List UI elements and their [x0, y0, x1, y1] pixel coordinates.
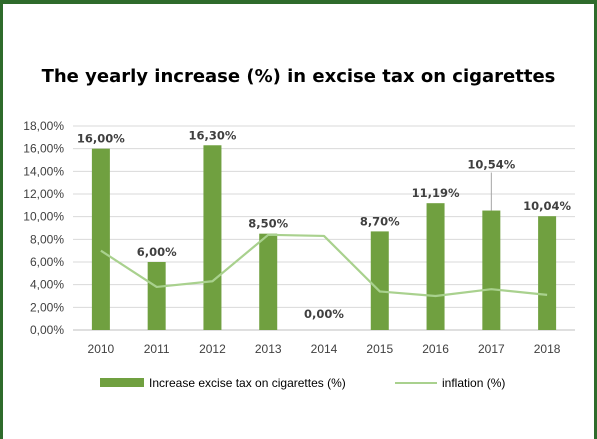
bar-2017 — [482, 210, 501, 330]
data-label-2016: 11,19% — [412, 186, 460, 200]
y-tick-label-5: 10,00% — [23, 210, 64, 224]
inflation-line — [100, 233, 548, 298]
x-tick-label-2017: 2017 — [478, 342, 505, 356]
bar-2010 — [91, 148, 110, 330]
y-tick-label-4: 8,00% — [30, 232, 64, 246]
data-label-2017: 10,54% — [467, 158, 515, 172]
bar-2013 — [259, 233, 278, 330]
legend-swatch-bars — [100, 378, 144, 387]
legend-label-line: inflation (%) — [442, 376, 505, 390]
data-label-2012: 16,30% — [188, 128, 236, 142]
x-tick-label-2013: 2013 — [255, 342, 282, 356]
data-label-2018: 10,04% — [523, 199, 571, 213]
bar-2018 — [538, 216, 557, 330]
y-tick-label-2: 4,00% — [30, 278, 64, 292]
x-tick-label-2014: 2014 — [311, 342, 338, 356]
x-tick-label-2010: 2010 — [88, 342, 115, 356]
bar-2011 — [147, 262, 166, 330]
line-series — [100, 233, 548, 298]
x-tick-label-2011: 2011 — [144, 342, 170, 356]
y-tick-label-3: 6,00% — [30, 255, 64, 269]
y-tick-label-9: 18,00% — [23, 119, 64, 133]
legend: Increase excise tax on cigarettes (%) inf… — [100, 376, 505, 390]
data-label-2015: 8,70% — [360, 214, 400, 228]
bar-series — [91, 145, 557, 330]
y-tick-label-8: 16,00% — [23, 142, 64, 156]
data-label-2014: 0,00% — [304, 307, 344, 321]
data-label-2011: 6,00% — [137, 245, 177, 259]
data-labels: 16,00% 6,00% 16,30% 8,50% 0,00% 8,70% 11,19% 10… — [77, 128, 572, 321]
y-tick-label-1: 2,00% — [30, 300, 64, 314]
x-tick-label-2015: 2015 — [366, 342, 393, 356]
data-label-2013: 8,50% — [248, 217, 288, 231]
bar-2016 — [426, 203, 445, 330]
y-tick-label-7: 14,00% — [23, 164, 64, 178]
data-label-2010: 16,00% — [77, 132, 125, 146]
y-axis-ticks: 0,00% 2,00% 4,00% 6,00% 8,00% 10,00% 12,00% 14,… — [23, 119, 64, 337]
bar-2012 — [203, 145, 222, 330]
bar-2015 — [370, 231, 389, 330]
y-tick-label-6: 12,00% — [23, 187, 64, 201]
x-tick-label-2012: 2012 — [199, 342, 226, 356]
x-tick-label-2016: 2016 — [422, 342, 449, 356]
chart-title: The yearly increase (%) in excise tax on… — [41, 66, 556, 87]
legend-label-bars: Increase excise tax on cigarettes (%) — [149, 376, 346, 390]
x-axis-ticks: 2010 2011 2012 2013 2014 2015 2016 2017 2018 — [88, 342, 561, 356]
y-tick-label-0: 0,00% — [30, 323, 64, 337]
x-tick-label-2018: 2018 — [534, 342, 561, 356]
